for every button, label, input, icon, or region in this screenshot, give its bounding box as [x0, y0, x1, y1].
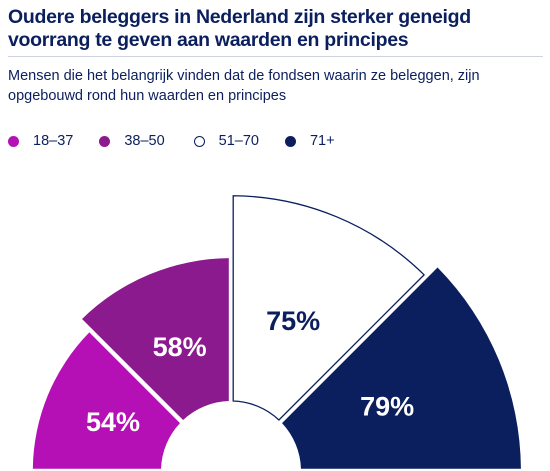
chart-title: Oudere beleggers in Nederland zijn sterk…: [8, 6, 471, 51]
legend-item-38-50: 38–50: [99, 133, 165, 149]
legend-swatch-71plus: [284, 135, 296, 147]
sector-38-50: [82, 258, 229, 420]
chart-subtitle: Mensen die het belangrijk vinden dat de …: [8, 68, 480, 104]
legend-swatch-18-37: [8, 135, 19, 147]
legend-label-38-50: 38–50: [124, 133, 165, 149]
sector-value-label: 58%: [153, 332, 207, 362]
legend-label-18-37: 18–37: [33, 133, 74, 149]
sector-value-label: 79%: [360, 391, 414, 421]
legend-swatch-38-50: [99, 135, 111, 147]
legend-item-18-37: 18–37: [8, 133, 73, 149]
legend-label-51-70: 51–70: [218, 133, 259, 149]
chart-legend: 18–37 38–50 51–70 71+: [8, 131, 543, 151]
title-divider: [8, 56, 543, 57]
legend-item-71plus: 71+: [284, 133, 335, 149]
sector-value-label: 75%: [266, 306, 320, 336]
legend-item-51-70: 51–70: [193, 133, 259, 149]
sector-51-70: [232, 195, 425, 421]
sector-71plus: [282, 267, 521, 469]
sector-value-label: 54%: [86, 407, 140, 437]
legend-swatch-51-70: [193, 135, 205, 147]
legend-label-71plus: 71+: [309, 133, 335, 149]
sector-18-37: [32, 332, 180, 469]
